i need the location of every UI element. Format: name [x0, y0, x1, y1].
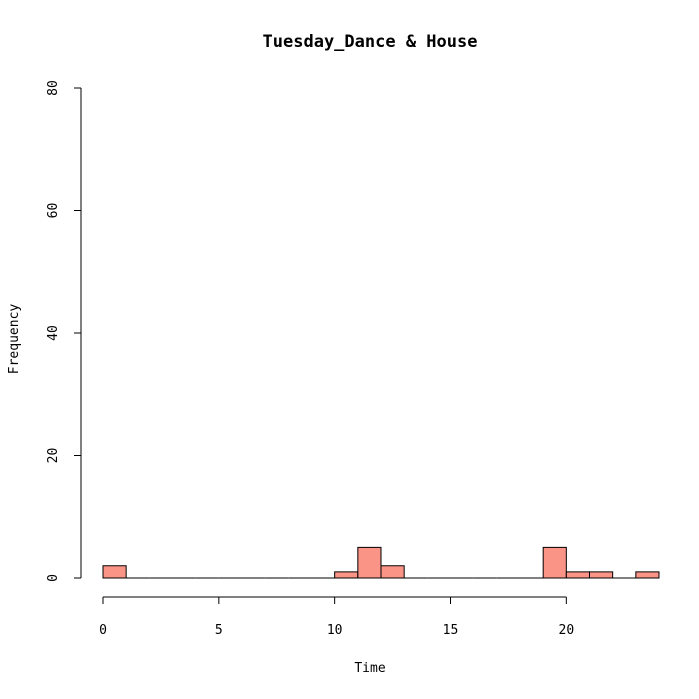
chart-title: Tuesday_Dance & House — [263, 32, 478, 52]
y-tick-label-0: 0 — [46, 574, 61, 582]
y-axis-label: Frequency — [7, 304, 22, 375]
x-tick-label-0: 0 — [99, 623, 107, 638]
histogram-bar-10 — [334, 571, 359, 579]
histogram-bar-20 — [565, 571, 590, 579]
x-axis-label: Time — [354, 661, 385, 676]
x-tick-label-20: 20 — [559, 623, 575, 638]
histogram-bar-12 — [380, 565, 405, 579]
histogram-bar-19 — [542, 546, 567, 579]
x-tick-label-5: 5 — [215, 623, 223, 638]
y-tick-label-40: 40 — [46, 325, 61, 341]
x-axis: 0 5 10 15 20 — [99, 596, 575, 638]
x-tick-label-10: 10 — [327, 623, 343, 638]
histogram-bar-11 — [357, 546, 382, 579]
histogram-bar-21 — [589, 571, 614, 579]
histogram-bar-23 — [635, 571, 660, 579]
y-tick-label-60: 60 — [46, 203, 61, 219]
y-tick-label-80: 80 — [46, 80, 61, 96]
x-tick-label-15: 15 — [443, 623, 459, 638]
y-axis: 0 20 40 60 80 — [46, 80, 82, 582]
bars-group — [102, 546, 660, 579]
histogram-bar-0 — [102, 565, 127, 579]
y-tick-label-20: 20 — [46, 448, 61, 464]
